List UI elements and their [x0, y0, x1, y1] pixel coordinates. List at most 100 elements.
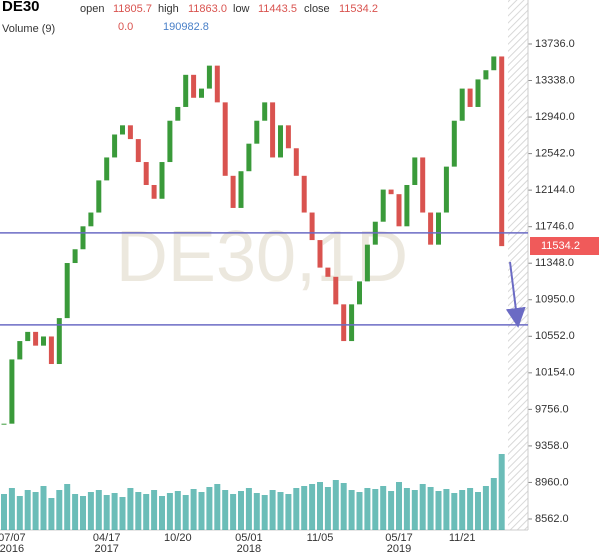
volume-value: 190982.8: [163, 21, 209, 33]
candle: [364, 244, 370, 282]
y-tick-label: 12144.0: [535, 184, 575, 196]
high-value: 11863.0: [188, 3, 227, 15]
candle: [72, 249, 78, 264]
volume-bar: [301, 486, 308, 530]
volume-bar: [277, 492, 284, 530]
volume-bar: [87, 492, 94, 530]
volume-bar: [230, 494, 237, 530]
symbol: DE30: [2, 0, 40, 15]
volume-bar: [261, 495, 268, 530]
volume-bar: [80, 496, 86, 530]
candle: [412, 157, 418, 185]
x-tick-label: 05/17: [385, 532, 413, 544]
open-value: 11805.7: [113, 3, 152, 15]
y-tick-label: 13736.0: [535, 38, 575, 50]
volume-bar: [95, 490, 102, 530]
candle: [467, 88, 473, 107]
candle: [325, 267, 331, 277]
volume-bar: [103, 495, 110, 530]
y-tick-label: 9756.0: [535, 403, 569, 415]
volume-bar: [166, 493, 173, 530]
volume-bar: [372, 489, 379, 530]
candle: [64, 263, 70, 319]
candle: [380, 189, 386, 222]
volume-bar: [269, 490, 276, 530]
volume-bar: [238, 491, 244, 530]
candle: [483, 70, 489, 80]
candle: [9, 359, 15, 424]
candle: [230, 175, 236, 208]
x-tick-label: 07/07: [0, 532, 26, 544]
volume-bar: [1, 494, 7, 530]
volume-bar: [222, 490, 229, 530]
volume-bar: [356, 492, 363, 530]
low-value: 11443.5: [258, 3, 297, 15]
volume-bar: [119, 497, 126, 530]
candle: [120, 125, 125, 135]
candle: [341, 304, 347, 342]
candle: [48, 336, 54, 365]
candle: [357, 281, 362, 305]
volume-bar: [490, 478, 497, 530]
candle: [270, 102, 276, 158]
y-tick-label: 12542.0: [535, 147, 575, 159]
volume-bar: [182, 495, 189, 530]
arrow: [505, 261, 526, 328]
volume-bar: [190, 489, 197, 530]
candle: [112, 134, 118, 158]
volume-bar: [293, 488, 300, 530]
candle: [88, 212, 94, 227]
candle: [278, 125, 283, 158]
volume-bar: [72, 494, 79, 530]
candle: [317, 240, 323, 268]
candle: [206, 65, 212, 89]
volume-bar: [253, 493, 260, 530]
candle: [333, 276, 339, 305]
candle: [33, 331, 39, 346]
y-tick-label: 12940.0: [535, 111, 575, 123]
volume-bar: [396, 482, 402, 530]
candle: [80, 226, 86, 250]
candle: [246, 143, 252, 172]
candle: [17, 341, 23, 360]
volume-bar: [435, 491, 442, 530]
x-tick-label: 05/01: [235, 532, 263, 544]
price-tag-label: 11534.2: [541, 240, 580, 252]
volume-bar: [48, 498, 55, 530]
candle: [127, 125, 133, 140]
volume-bar: [8, 488, 15, 530]
volume-bar: [419, 484, 426, 530]
candle: [475, 79, 481, 107]
watermark: DE30,1D: [116, 217, 408, 297]
x-tick-label: 11/05: [307, 532, 334, 544]
y-tick-label: 8562.0: [535, 513, 569, 525]
open-label: open: [80, 3, 104, 15]
volume-value: 0.0: [118, 21, 133, 33]
volume-bar: [135, 492, 142, 530]
x-tick-year: 2018: [237, 543, 261, 555]
candle: [222, 102, 228, 176]
volume-bar: [403, 488, 410, 530]
volume-bar: [388, 491, 395, 530]
candle: [309, 212, 315, 241]
candle: [349, 304, 355, 342]
volume-bar: [309, 484, 316, 530]
volume-bar: [317, 482, 323, 530]
x-tick-label: 11/21: [449, 532, 476, 544]
volume-bar: [56, 490, 63, 530]
volume-bar: [214, 484, 221, 530]
candle: [135, 139, 141, 163]
candle: [96, 180, 102, 213]
volume-bar: [443, 489, 450, 530]
y-tick-label: 9358.0: [535, 440, 569, 452]
price-tag: [530, 237, 599, 255]
volume-bar: [159, 496, 165, 530]
candle: [491, 56, 497, 71]
volume-bar: [64, 484, 71, 530]
close-value: 11534.2: [339, 3, 378, 15]
volume-bar: [16, 496, 23, 530]
candle: [404, 184, 410, 227]
candle: [143, 162, 149, 185]
candle: [262, 102, 268, 121]
